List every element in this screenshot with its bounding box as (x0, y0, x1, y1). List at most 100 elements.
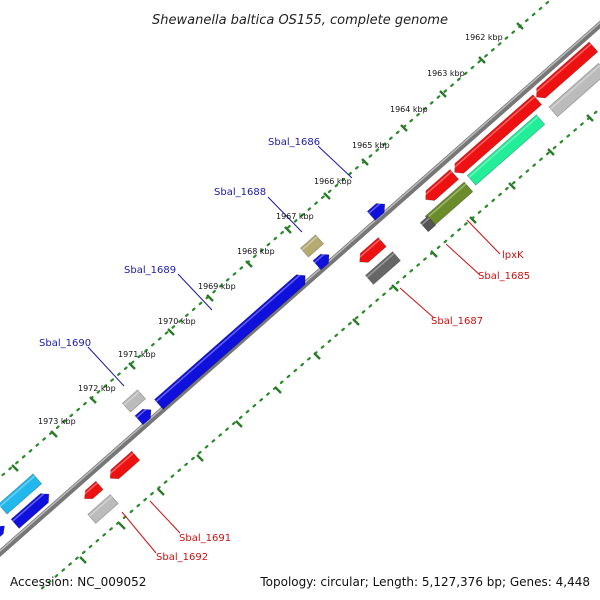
gene-label-sbal-1688[interactable]: Sbal_1688 (214, 187, 266, 198)
gene-dark-gray-block-sheen (366, 252, 395, 278)
callouts (87, 145, 501, 554)
gene-cyan-block-sheen (0, 475, 36, 507)
tick-mark (439, 90, 447, 98)
gene-sbal-1692-block[interactable] (84, 480, 104, 500)
gene-blue-edge-sheen (0, 523, 3, 527)
tick-mark (478, 56, 486, 64)
tick-mark (430, 250, 438, 258)
gene-sbal-1692-block-sheen (81, 482, 98, 497)
gene-green-block-sheen (468, 116, 539, 178)
tick-mark (206, 294, 214, 302)
gene-label-sbal-1692[interactable]: Sbal_1692 (156, 552, 208, 563)
gene-red-mid-block-sheen (451, 96, 536, 170)
gene-sbal-1691-block-sheen (107, 452, 134, 477)
tick-mark (245, 260, 253, 268)
gene-sbal-1687-block-sheen (356, 238, 381, 260)
tick-marks (11, 22, 594, 564)
tick-mark (167, 328, 175, 336)
tick-mark (50, 430, 58, 438)
gene-blue-lower-left-sheen (12, 490, 47, 522)
tick-mark (586, 114, 594, 122)
gene-sbal-1690-block-sheen (136, 406, 150, 419)
gene-sbal-1686-block-sheen (368, 200, 383, 214)
tick-mark (391, 284, 399, 292)
gene-green-block[interactable] (466, 114, 546, 186)
tick-label: 1973 kbp (38, 417, 76, 426)
tick-label: 1965 kbp (352, 141, 390, 150)
gene-dark-gray-block[interactable] (364, 251, 402, 285)
tick-label: 1964 kbp (390, 105, 428, 114)
tick-mark (400, 124, 408, 132)
gene-label-sbal-1687[interactable]: Sbal_1687 (431, 316, 483, 327)
gene-upper-left-gray[interactable] (121, 389, 147, 413)
tick-mark (361, 158, 369, 166)
gene-blue-lower-left[interactable] (10, 493, 50, 529)
tick-label: 1972 kbp (78, 384, 116, 393)
tick-label: 1963 kbp (427, 69, 465, 78)
tick-mark (352, 318, 360, 326)
page-title: Shewanella baltica OS155, complete genom… (152, 13, 448, 28)
tick-mark (157, 488, 165, 496)
tick-mark (284, 226, 292, 234)
gene-light-gray-lower[interactable] (87, 494, 119, 524)
tick-mark (469, 216, 477, 224)
gene-light-gray-lower-sheen (88, 495, 113, 517)
tick-mark (235, 420, 243, 428)
gene-label-sbal-1686[interactable]: Sbal_1686 (268, 137, 320, 148)
tick-label: 1967 kbp (276, 212, 314, 221)
gene-cyan-block[interactable] (0, 473, 43, 515)
gene-sbal-1685-block-sheen (426, 183, 467, 219)
gene-sbal-1686-block[interactable] (366, 203, 386, 221)
tick-mark (508, 182, 516, 190)
gene-label-sbal-1691[interactable]: Sbal_1691 (179, 533, 231, 544)
genes (0, 41, 600, 538)
gene-label-lpxk[interactable]: lpxK (502, 250, 524, 261)
tick-mark (11, 464, 19, 472)
gene-sbal-1690-block[interactable] (134, 408, 152, 426)
gene-olive-block[interactable] (299, 234, 325, 258)
tick-mark (79, 556, 87, 564)
gene-sbal-1688-block[interactable] (312, 253, 330, 271)
tick-mark (516, 22, 524, 30)
tick-label: 1968 kbp (237, 247, 275, 256)
gene-sbal-1687-block[interactable] (359, 237, 387, 263)
tick-track-outer (0, 0, 550, 479)
tick-track-inner (38, 107, 600, 592)
gene-sbal-1685-edge-sheen (421, 217, 430, 226)
tick-mark (323, 192, 331, 200)
gene-blue-edge[interactable] (0, 525, 5, 538)
gene-red-top-block[interactable] (536, 41, 599, 99)
genome-summary-text: Topology: circular; Length: 5,127,376 bp… (259, 575, 590, 589)
gene-sbal-1689-block-sheen (155, 272, 304, 402)
tick-mark (128, 362, 136, 370)
tick-label: 1970 kbp (158, 317, 196, 326)
gene-sbal-1685-edge[interactable] (419, 215, 437, 233)
tick-label: 1971 kbp (118, 350, 156, 359)
tick-mark (313, 352, 321, 360)
gene-label-sbal-1689[interactable]: Sbal_1689 (124, 265, 176, 276)
tick-label: 1969 kbp (198, 282, 236, 291)
gene-lpxk-block[interactable] (425, 169, 460, 201)
gene-gray-top-block[interactable] (548, 62, 600, 118)
gene-gray-top-block-sheen (550, 64, 600, 110)
gene-label-sbal-1690[interactable]: Sbal_1690 (39, 338, 91, 349)
tick-label: 1966 kbp (314, 177, 352, 186)
tick-mark (274, 386, 282, 394)
tick-mark (196, 454, 204, 462)
gene-sbal-1691-block[interactable] (109, 450, 141, 480)
tick-label: 1962 kbp (465, 33, 503, 42)
gene-red-mid-block[interactable] (454, 94, 543, 174)
gene-sbal-1689-block[interactable] (153, 274, 306, 410)
gene-sbal-1688-block-sheen (314, 251, 328, 264)
tick-mark (547, 148, 555, 156)
gene-label-sbal-1685[interactable]: Sbal_1685 (478, 271, 530, 282)
gene-lpxk-block-sheen (422, 170, 453, 198)
tick-mark (89, 396, 97, 404)
gene-olive-block-sheen (301, 236, 318, 251)
tick-mark (118, 522, 126, 530)
accession-text: Accession: NC_009052 (10, 575, 146, 589)
gene-red-top-block-sheen (533, 43, 592, 95)
gene-upper-left-gray-sheen (123, 391, 140, 406)
